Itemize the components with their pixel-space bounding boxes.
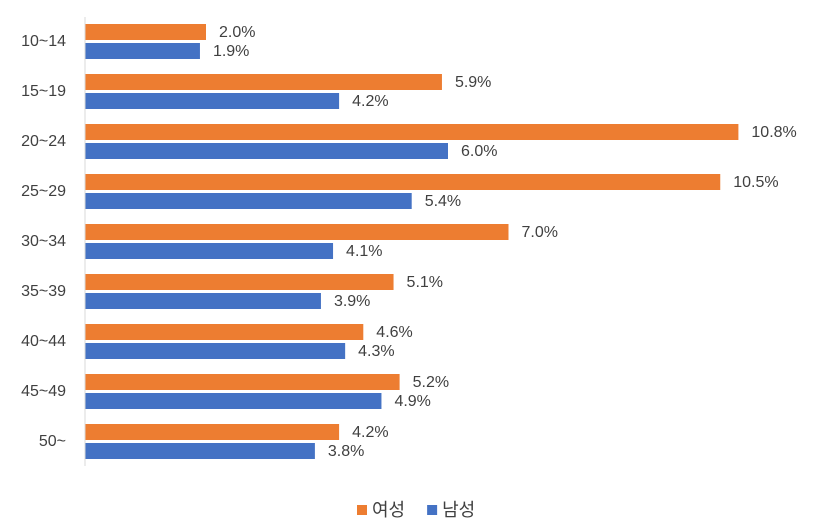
bar — [85, 374, 400, 390]
bar — [85, 43, 200, 59]
data-label: 4.2% — [352, 93, 388, 110]
data-label: 5.2% — [413, 374, 449, 391]
y-tick-label: 15~19 — [21, 83, 66, 100]
bar — [85, 393, 382, 409]
y-tick-label: 25~29 — [21, 183, 66, 200]
bar — [85, 224, 509, 240]
data-label: 4.6% — [376, 324, 412, 341]
data-label: 4.3% — [358, 343, 394, 360]
bar — [85, 324, 364, 340]
y-tick-label: 45~49 — [21, 383, 66, 400]
data-label: 7.0% — [522, 224, 558, 241]
bar — [85, 193, 412, 209]
data-label: 5.9% — [455, 74, 491, 91]
data-label: 4.9% — [394, 393, 430, 410]
y-tick-label: 40~44 — [21, 333, 66, 350]
data-label: 4.1% — [346, 243, 382, 260]
data-label: 10.5% — [733, 174, 778, 191]
data-label: 3.9% — [334, 293, 370, 310]
bar — [85, 293, 321, 309]
data-label: 4.2% — [352, 424, 388, 441]
legend-label: 남성 — [442, 500, 475, 520]
data-label: 5.1% — [407, 274, 443, 291]
data-label: 1.9% — [213, 43, 249, 60]
y-tick-label: 50~ — [39, 433, 66, 450]
data-label: 10.8% — [751, 124, 796, 141]
y-tick-label: 10~14 — [21, 33, 66, 50]
data-label: 3.8% — [328, 443, 364, 460]
bar — [85, 443, 315, 459]
legend-label: 여성 — [372, 500, 405, 520]
legend-swatch — [357, 505, 367, 515]
bar — [85, 424, 340, 440]
bar — [85, 93, 340, 109]
y-tick-label: 30~34 — [21, 233, 66, 250]
data-label: 5.4% — [425, 193, 461, 210]
bar — [85, 243, 334, 259]
y-tick-label: 35~39 — [21, 283, 66, 300]
bar — [85, 24, 206, 40]
bar — [85, 274, 394, 290]
bar — [85, 74, 442, 90]
bar — [85, 343, 346, 359]
bar — [85, 124, 739, 140]
bar — [85, 143, 448, 159]
legend-swatch — [427, 505, 438, 515]
bar — [85, 174, 721, 190]
y-tick-label: 20~24 — [21, 133, 66, 150]
data-label: 6.0% — [461, 143, 497, 160]
data-label: 2.0% — [219, 24, 255, 41]
